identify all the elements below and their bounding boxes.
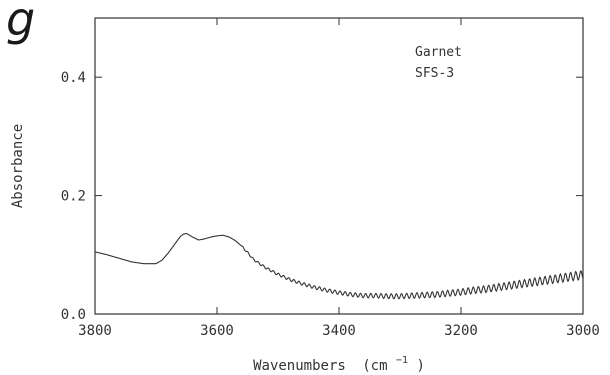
y-tick-label-0.0: 0.0 xyxy=(61,307,86,323)
spectrum-line xyxy=(94,232,584,300)
annotation-sample: Garnet xyxy=(415,45,462,60)
y-tick-label-0.2: 0.2 xyxy=(61,189,86,205)
panel-letter: g xyxy=(6,0,36,46)
annotation-sample-id: SFS-3 xyxy=(415,66,454,81)
x-tick-label-3400: 3400 xyxy=(322,323,356,339)
plot-frame xyxy=(94,17,584,315)
x-axis-title-unit: (cm xyxy=(362,358,387,374)
x-tick-label-3000: 3000 xyxy=(566,323,600,339)
y-axis-title: Absorbance xyxy=(10,124,26,208)
x-tick-label-3800: 3800 xyxy=(78,323,112,339)
x-tick-label-3200: 3200 xyxy=(444,323,478,339)
x-axis-title: Wavenumbers (cm −1 ) xyxy=(253,351,425,374)
x-tick-label-3600: 3600 xyxy=(200,323,234,339)
x-axis-title-unit-close: ) xyxy=(416,358,424,374)
x-axis-title-label: Wavenumbers xyxy=(253,358,346,374)
x-axis-title-unit-sup: −1 xyxy=(396,355,408,366)
y-tick-label-0.4: 0.4 xyxy=(61,70,86,86)
